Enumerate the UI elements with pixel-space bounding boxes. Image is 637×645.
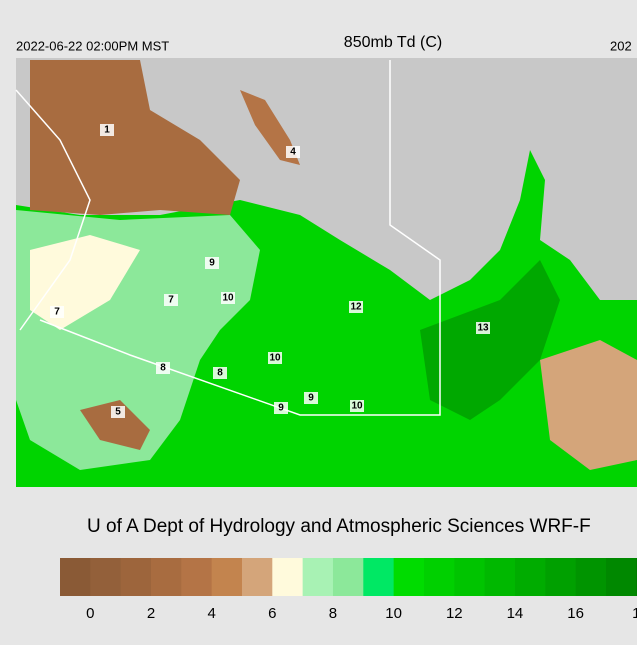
colorbar-tick-label: 1 [632, 605, 637, 622]
colorbar-swatch [211, 558, 243, 596]
very-moist-region [420, 260, 560, 420]
colorbar-swatch [272, 558, 304, 596]
map: 1 4 9 7 10 7 12 13 10 8 8 5 9 9 10 [15, 58, 637, 487]
colorbar-tick-label: 6 [268, 605, 276, 622]
colorbar-tick-label: 16 [567, 605, 584, 622]
contour-label: 7 [54, 307, 60, 318]
contour-label: 10 [351, 401, 363, 412]
init-time: 202 [610, 38, 632, 53]
colorbar-swatch [575, 558, 607, 596]
colorbar-tick-label: 10 [385, 605, 402, 622]
colorbar-tick-label: 12 [446, 605, 463, 622]
colorbar-swatch [181, 558, 213, 596]
colorbar-swatch [90, 558, 122, 596]
contour-label: 5 [115, 407, 121, 418]
boundary [39, 60, 441, 416]
dry-ridge [240, 90, 300, 165]
colorbar-swatch [605, 558, 637, 596]
figure-title: 850mb Td (C) [344, 34, 442, 51]
contour-label: 9 [308, 393, 314, 404]
dry-north-region [30, 60, 240, 215]
contour-label: 9 [209, 258, 215, 269]
label-box [100, 124, 114, 136]
colorbar-swatch [484, 558, 516, 596]
credit: U of A Dept of Hydrology and Atmospheric… [87, 516, 591, 537]
colorbar-swatch [60, 558, 91, 596]
colorbar-swatch [302, 558, 334, 596]
label-box [164, 294, 178, 306]
label-box [350, 400, 364, 412]
label-box [349, 301, 363, 313]
colorbar-swatch [120, 558, 152, 596]
colorbar-swatch [241, 558, 273, 596]
contour-label: 8 [217, 368, 223, 379]
label-box [111, 406, 125, 418]
contour-label: 10 [269, 353, 281, 364]
contour-label: 7 [168, 295, 174, 306]
contour-label: 12 [350, 302, 362, 313]
label-box [156, 362, 170, 374]
label-box [274, 402, 288, 414]
colorbar-tick-label: 0 [86, 605, 94, 622]
colorbar-swatch [393, 558, 425, 596]
colorbar-tick-label: 8 [329, 605, 337, 622]
colorbar-swatch [423, 558, 455, 596]
contour-label: 13 [477, 323, 489, 334]
dry-east [540, 340, 637, 470]
label-box [213, 367, 227, 379]
colorbar-swatch [332, 558, 364, 596]
label-box [286, 146, 300, 158]
colorbar-swatch [150, 558, 182, 596]
map-labels: 1 4 9 7 10 7 12 13 10 8 8 5 9 9 10 [50, 124, 490, 418]
label-box [304, 392, 318, 404]
label-box [476, 322, 490, 334]
label-box [50, 306, 64, 318]
contour-label: 1 [104, 125, 110, 136]
label-box [221, 292, 235, 304]
contour-label: 8 [160, 363, 166, 374]
colorbar-tick-label: 14 [507, 605, 524, 622]
valid-time: 2022-06-22 02:00PM MST [16, 38, 169, 53]
colorbar-tick-label: 2 [147, 605, 155, 622]
dry-basin [80, 400, 150, 450]
label-box [268, 352, 282, 364]
boundary [15, 89, 91, 331]
label-box [205, 257, 219, 269]
contour-label: 10 [222, 293, 234, 304]
colorbar-swatch [545, 558, 577, 596]
contour-label: 9 [278, 403, 284, 414]
colorbar-swatch [454, 558, 486, 596]
colorbar: 0 2 4 6 8 10 12 14 16 1 [60, 558, 637, 622]
colorbar-tick-label: 4 [207, 605, 215, 622]
contour-label: 4 [290, 147, 296, 158]
colorbar-swatch [514, 558, 546, 596]
colorbar-swatch [363, 558, 395, 596]
